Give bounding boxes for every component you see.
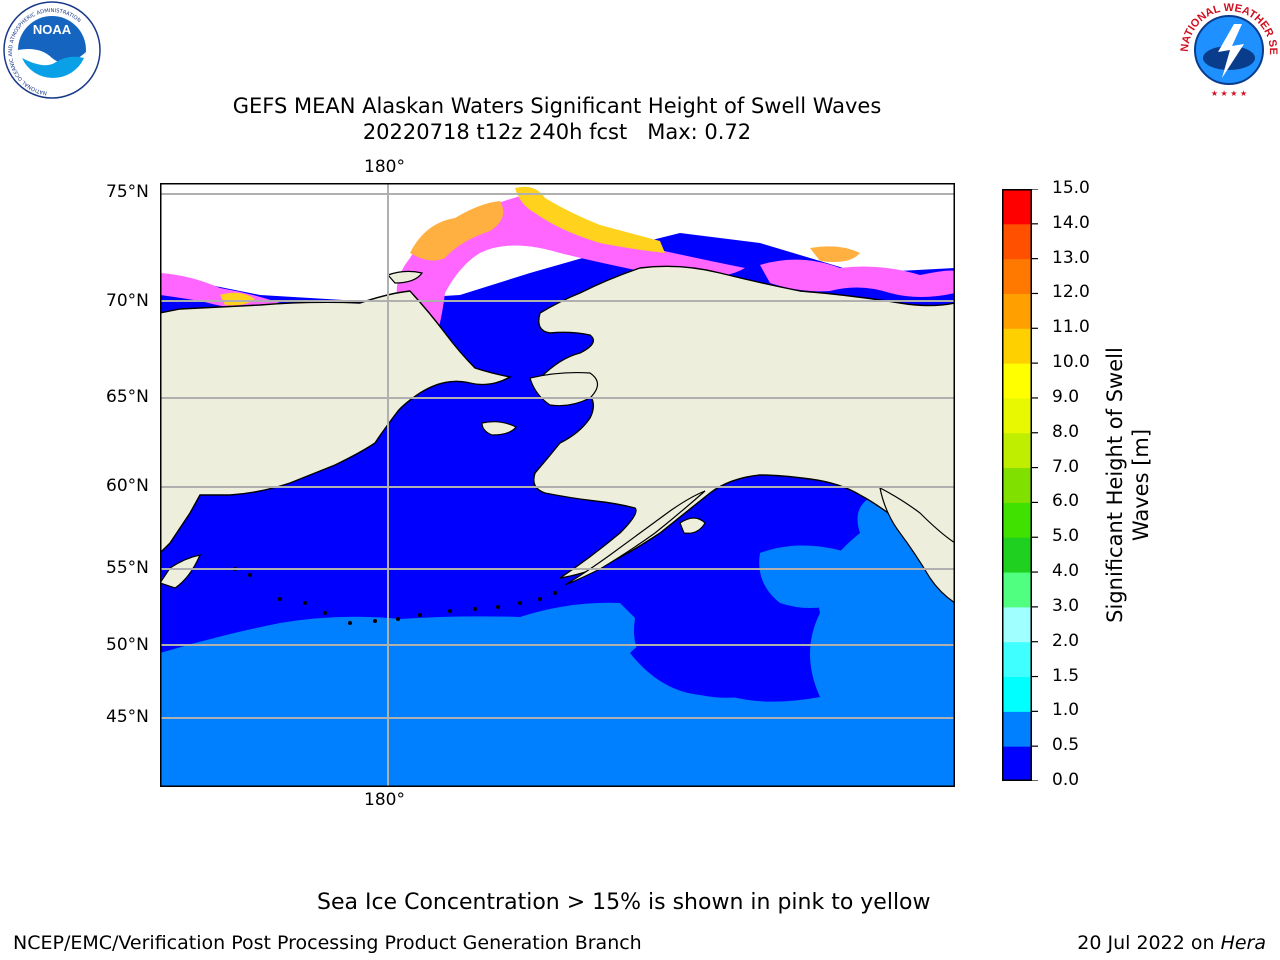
colorbar-tick-label: 10.0 — [1052, 352, 1090, 372]
lat-label-60: 60°N — [106, 476, 149, 496]
colorbar-label-line2: Waves [m] — [1128, 315, 1154, 655]
colorbar-segment — [1002, 328, 1032, 363]
colorbar-segment — [1002, 746, 1032, 781]
colorbar-tick-label: 4.0 — [1052, 561, 1079, 581]
colorbar-label: Significant Height of Swell Waves [m] — [1102, 315, 1154, 655]
colorbar-segment — [1002, 259, 1032, 294]
lat-label-70: 70°N — [106, 291, 149, 311]
colorbar-tick-label: 13.0 — [1052, 248, 1090, 268]
colorbar-tick-label: 12.0 — [1052, 282, 1090, 302]
lat-label-75: 75°N — [106, 182, 149, 202]
lon-label-top: 180° — [364, 157, 405, 177]
title-line-1: GEFS MEAN Alaskan Waters Significant Hei… — [0, 94, 1114, 118]
colorbar-tick-label: 8.0 — [1052, 422, 1079, 442]
colorbar-segment — [1002, 677, 1032, 712]
colorbar-segment — [1002, 189, 1032, 224]
colorbar-tick-label: 3.0 — [1052, 596, 1079, 616]
colorbar-segment — [1002, 607, 1032, 642]
colorbar-tick-label: 15.0 — [1052, 178, 1090, 198]
lat-label-55: 55°N — [106, 558, 149, 578]
colorbar-tick-label: 9.0 — [1052, 387, 1079, 407]
colorbar-label-line1: Significant Height of Swell — [1102, 315, 1128, 655]
sea-ice-note: Sea Ice Concentration > 15% is shown in … — [317, 890, 931, 915]
noaa-logo: NOAA NATIONAL OCEANIC AND ATMOSPHERIC AD… — [0, 0, 104, 100]
colorbar-segment — [1002, 468, 1032, 503]
colorbar-tick-label: 1.0 — [1052, 700, 1079, 720]
colorbar-tick-label: 14.0 — [1052, 213, 1090, 233]
footer-branch: NCEP/EMC/Verification Post Processing Pr… — [13, 932, 642, 954]
lat-label-50: 50°N — [106, 635, 149, 655]
svg-text:★ ★ ★ ★: ★ ★ ★ ★ — [1211, 89, 1247, 98]
colorbar-segment — [1002, 572, 1032, 607]
nws-logo: NATIONAL WEATHER SERVICE ★ ★ ★ ★ — [1178, 0, 1280, 100]
footer-date: 20 Jul 2022 on Hera — [1077, 932, 1266, 954]
colorbar-segment — [1002, 711, 1032, 746]
colorbar-segment — [1002, 537, 1032, 572]
colorbar-tick-label: 0.5 — [1052, 735, 1079, 755]
colorbar-tick-label: 6.0 — [1052, 491, 1079, 511]
noaa-logo-text: NOAA — [33, 22, 72, 37]
title-line-2: 20220718 t12z 240h fcst Max: 0.72 — [0, 120, 1114, 144]
colorbar-tick-label: 11.0 — [1052, 317, 1090, 337]
colorbar-tick-label: 0.0 — [1052, 770, 1079, 790]
colorbar-tick-label: 2.0 — [1052, 631, 1079, 651]
footer-machine: Hera — [1221, 932, 1266, 954]
colorbar-segment — [1002, 398, 1032, 433]
colorbar-segment — [1002, 293, 1032, 328]
map-panel — [160, 183, 955, 791]
colorbar-segment — [1002, 363, 1032, 398]
lat-label-45: 45°N — [106, 707, 149, 727]
lat-label-65: 65°N — [106, 387, 149, 407]
colorbar-tick-label: 1.5 — [1052, 666, 1079, 686]
colorbar-tick-label: 5.0 — [1052, 526, 1079, 546]
colorbar — [1002, 189, 1042, 785]
lon-label-bottom: 180° — [364, 790, 405, 810]
colorbar-segment — [1002, 433, 1032, 468]
colorbar-segment — [1002, 502, 1032, 537]
colorbar-segment — [1002, 642, 1032, 677]
colorbar-segment — [1002, 224, 1032, 259]
footer-date-text: 20 Jul 2022 on — [1077, 932, 1220, 954]
colorbar-tick-label: 7.0 — [1052, 457, 1079, 477]
map-canvas — [160, 183, 955, 787]
